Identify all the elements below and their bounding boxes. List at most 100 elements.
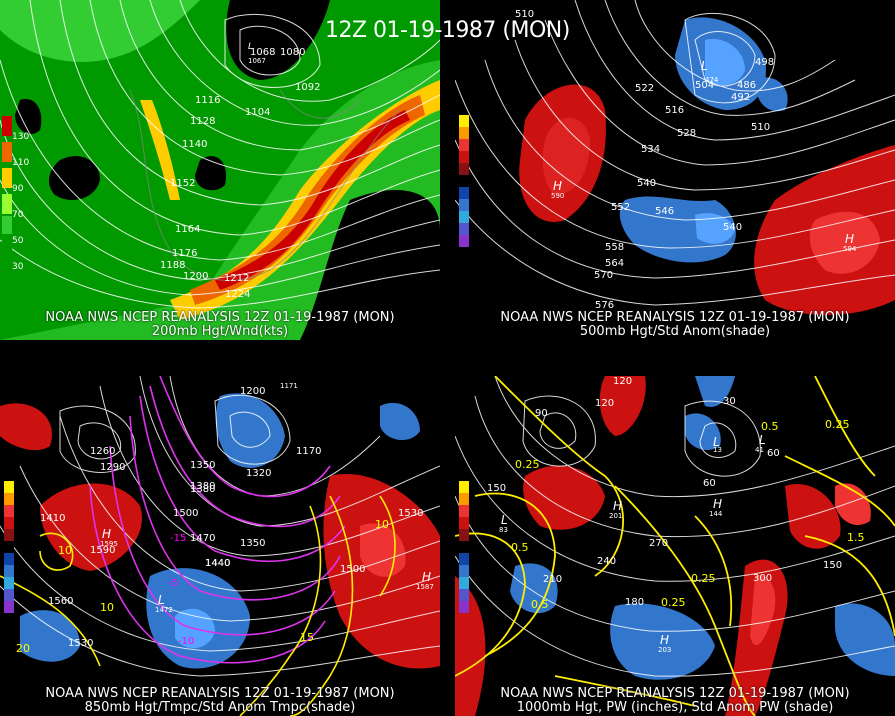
svg-text:300: 300: [753, 573, 772, 584]
svg-text:558: 558: [605, 242, 624, 253]
svg-text:120: 120: [595, 398, 614, 409]
svg-text:H: H: [422, 570, 431, 584]
svg-text:20: 20: [16, 642, 30, 655]
svg-text:1212: 1212: [224, 273, 249, 284]
svg-text:1176: 1176: [172, 248, 197, 259]
svg-text:10: 10: [375, 518, 389, 531]
svg-text:1068: 1068: [250, 47, 275, 58]
svg-text:L: L: [713, 435, 720, 449]
svg-text:552: 552: [611, 202, 630, 213]
legend-anom-850: [4, 481, 14, 613]
svg-text:1152: 1152: [170, 178, 195, 189]
svg-text:1587: 1587: [416, 583, 434, 591]
svg-text:510: 510: [515, 9, 534, 20]
legend-anom-pw: [459, 481, 469, 613]
svg-text:1560: 1560: [48, 596, 73, 607]
svg-text:540: 540: [723, 222, 742, 233]
panel-850mb: 1200 1230 1170 1260 1290 1320 1350 1380 1410…: [0, 376, 440, 716]
caption-line1: NOAA NWS NCEP REANALYSIS 12Z 01-19-1987 …: [45, 310, 395, 325]
svg-text:1290: 1290: [100, 462, 125, 473]
svg-text:1380: 1380: [190, 481, 215, 492]
svg-text:564: 564: [605, 258, 624, 269]
svg-text:1530: 1530: [398, 508, 423, 519]
svg-text:0.25: 0.25: [661, 596, 686, 609]
svg-text:-15: -15: [170, 533, 186, 544]
svg-text:L: L: [158, 593, 165, 607]
svg-text:546: 546: [655, 206, 674, 217]
svg-text:1171: 1171: [280, 382, 298, 390]
svg-text:0.25: 0.25: [515, 458, 540, 471]
svg-text:1164: 1164: [175, 224, 200, 235]
svg-text:0.25: 0.25: [825, 418, 850, 431]
panel-200mb: 1068 1080 1092 1104 1116 1128 1140 1152 1164…: [0, 0, 440, 340]
panel-1000mb: 120 90 60 30 150 180 210 240 270 300 150 120 9…: [455, 376, 895, 716]
svg-text:-20: -20: [158, 376, 174, 379]
svg-text:180: 180: [625, 597, 644, 608]
svg-text:1200: 1200: [183, 271, 208, 282]
svg-text:L: L: [759, 433, 766, 447]
svg-text:270: 270: [649, 538, 668, 549]
svg-text:498: 498: [755, 57, 774, 68]
svg-text:1350: 1350: [240, 538, 265, 549]
svg-text:0.5: 0.5: [761, 420, 779, 433]
svg-text:H: H: [713, 497, 722, 511]
svg-text:510: 510: [751, 122, 770, 133]
map-1000mb: 120 90 60 30 150 180 210 240 270 300 150 120 9…: [455, 376, 895, 716]
svg-text:120: 120: [613, 376, 632, 387]
svg-text:1595: 1595: [100, 540, 118, 548]
svg-text:240: 240: [597, 556, 616, 567]
svg-text:41: 41: [755, 446, 764, 454]
svg-text:1116: 1116: [195, 95, 220, 106]
svg-text:1.5: 1.5: [847, 531, 865, 544]
svg-text:504: 504: [695, 80, 714, 91]
svg-text:H: H: [613, 499, 622, 513]
svg-text:60: 60: [767, 448, 780, 459]
svg-text:1500: 1500: [340, 564, 365, 575]
main-title: 12Z 01-19-1987 (MON): [325, 18, 570, 43]
svg-text:594: 594: [843, 245, 857, 253]
svg-text:522: 522: [635, 83, 654, 94]
svg-text:83: 83: [499, 526, 508, 534]
svg-text:1188: 1188: [160, 260, 185, 271]
svg-text:13: 13: [713, 446, 722, 454]
caption-line1: NOAA NWS NCEP REANALYSIS 12Z 01-19-1987 …: [500, 686, 850, 701]
svg-text:60: 60: [703, 478, 716, 489]
svg-text:1092: 1092: [295, 82, 320, 93]
map-200mb: 1068 1080 1092 1104 1116 1128 1140 1152 1164…: [0, 0, 440, 340]
svg-text:1440: 1440: [205, 558, 230, 569]
svg-text:1380: 1380: [190, 484, 215, 495]
caption-line1: NOAA NWS NCEP REANALYSIS 12Z 01-19-1987 …: [500, 310, 850, 325]
caption-line2: 850mb Hgt/Tmpc/Std Anom Tmpc(shade): [84, 700, 356, 715]
svg-text:1320: 1320: [246, 468, 271, 479]
legend-anom-500: [459, 115, 469, 247]
svg-text:30: 30: [723, 396, 736, 407]
svg-text:590: 590: [551, 192, 564, 200]
svg-text:210: 210: [543, 574, 562, 585]
svg-text:150: 150: [823, 560, 842, 571]
caption-line1: NOAA NWS NCEP REANALYSIS 12Z 01-19-1987 …: [45, 686, 395, 701]
svg-text:H: H: [553, 179, 562, 193]
svg-text:474: 474: [705, 76, 719, 84]
svg-text:1128: 1128: [190, 116, 215, 127]
svg-text:486: 486: [737, 80, 756, 91]
svg-text:L: L: [701, 59, 708, 73]
svg-text:-5: -5: [168, 578, 178, 589]
svg-text:15: 15: [300, 631, 314, 644]
svg-text:144: 144: [709, 510, 723, 518]
caption-line2: 500mb Hgt/Std Anom(shade): [579, 324, 771, 339]
svg-text:534: 534: [641, 144, 660, 155]
caption-line2: 1000mb Hgt, PW (inches), Std Anom PW (sh…: [516, 700, 834, 715]
svg-text:516: 516: [665, 105, 684, 116]
svg-text:-10: -10: [178, 636, 194, 647]
svg-text:1067: 1067: [248, 57, 266, 65]
svg-text:10: 10: [58, 544, 72, 557]
svg-text:150: 150: [487, 483, 506, 494]
svg-text:10: 10: [100, 601, 114, 614]
svg-text:528: 528: [677, 128, 696, 139]
svg-text:1170: 1170: [296, 446, 321, 457]
svg-text:1350: 1350: [190, 460, 215, 471]
svg-text:1500: 1500: [173, 508, 198, 519]
svg-text:90: 90: [535, 408, 548, 419]
